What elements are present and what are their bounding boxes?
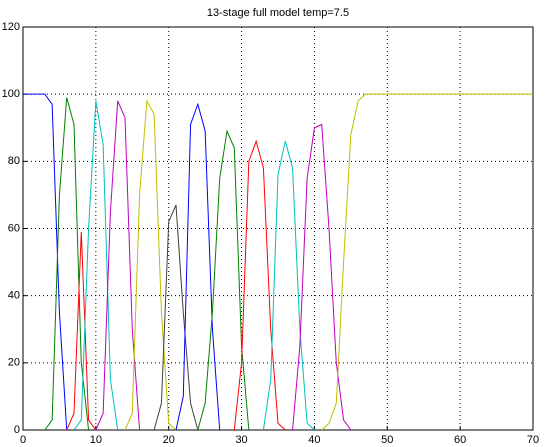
series-line <box>233 139 286 431</box>
series-line <box>95 100 141 431</box>
series-line <box>175 102 221 431</box>
x-tick-label: 30 <box>235 434 247 446</box>
series-line <box>197 129 250 431</box>
x-tick-label: 40 <box>308 434 320 446</box>
series-line <box>23 93 68 431</box>
series-line <box>262 141 315 431</box>
series-line <box>292 123 352 431</box>
y-tick-label: 60 <box>8 222 20 234</box>
x-tick-label: 20 <box>163 434 175 446</box>
x-tick-label: 70 <box>527 434 539 446</box>
series-line <box>153 204 199 431</box>
x-tick-label: 50 <box>381 434 393 446</box>
x-tick-label: 0 <box>20 434 26 446</box>
series-line <box>321 93 533 431</box>
y-tick-label: 40 <box>8 290 20 302</box>
chart-title: 13-stage full model temp=7.5 <box>207 7 349 19</box>
series-line <box>66 231 97 431</box>
x-tick-label: 60 <box>454 434 466 446</box>
series-line <box>124 99 177 431</box>
x-tick-label: 10 <box>90 434 102 446</box>
y-tick-label: 120 <box>2 21 20 33</box>
y-tick-label: 100 <box>2 88 20 100</box>
y-tick-label: 0 <box>14 424 20 436</box>
y-tick-label: 80 <box>8 155 20 167</box>
series-line <box>73 100 119 431</box>
series-line <box>44 97 90 431</box>
y-tick-label: 20 <box>8 357 20 369</box>
